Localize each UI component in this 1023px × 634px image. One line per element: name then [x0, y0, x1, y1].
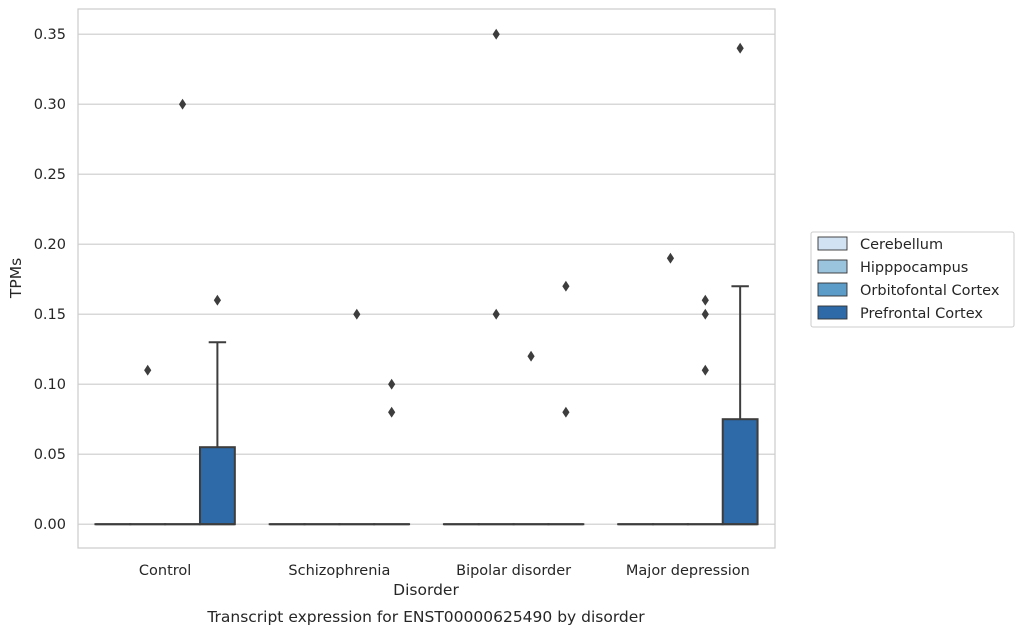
x-tick-label: Control	[139, 563, 191, 579]
outlier-point	[701, 294, 709, 306]
legend-swatch	[817, 236, 848, 251]
y-tick-label: 0.00	[34, 517, 66, 533]
legend-label: Orbitofontal Cortex	[860, 283, 1000, 299]
outlier-point	[562, 406, 570, 418]
plot-frame	[77, 8, 776, 549]
legend-label: Cerebellum	[860, 237, 943, 253]
outlier-point	[701, 308, 709, 320]
box	[373, 378, 411, 526]
legend-swatch	[817, 259, 848, 274]
box	[512, 350, 550, 526]
box	[547, 280, 585, 526]
outlier-point	[353, 308, 361, 320]
box	[164, 98, 201, 526]
legend-swatch	[817, 305, 848, 320]
x-axis-ticks: Control Schizophrenia Bipolar disorder Majo…	[139, 563, 750, 579]
box	[721, 42, 759, 526]
x-axis-label: Disorder	[393, 581, 459, 599]
box	[129, 364, 167, 526]
chart-caption: Transcript expression for ENST0000062549…	[206, 608, 645, 626]
y-tick-label: 0.30	[34, 97, 66, 113]
box	[477, 28, 515, 526]
y-tick-label: 0.05	[34, 447, 66, 463]
box	[198, 294, 236, 526]
outlier-point	[527, 350, 535, 362]
legend-label: Prefrontal Cortex	[860, 306, 983, 322]
y-axis-ticks: 0.00 0.05 0.10 0.15 0.20 0.25 0.30 0.35	[34, 27, 66, 533]
box	[338, 308, 376, 526]
outlier-point	[701, 364, 709, 376]
y-axis-label: TPMs	[7, 258, 25, 299]
outlier-point	[736, 42, 744, 54]
box	[652, 252, 689, 526]
outlier-point	[562, 280, 570, 292]
outlier-point	[492, 28, 500, 40]
legend-label: Hipppocampus	[860, 260, 968, 276]
box-body	[198, 446, 236, 526]
outlier-point	[388, 378, 396, 390]
outlier-point	[492, 308, 500, 320]
outlier-point	[178, 98, 187, 110]
outlier-point	[144, 364, 152, 376]
y-tick-label: 0.10	[34, 377, 66, 393]
outlier-point	[666, 252, 675, 264]
outlier-point	[388, 406, 396, 418]
y-tick-label: 0.20	[34, 237, 66, 253]
x-tick-label: Schizophrenia	[288, 563, 390, 579]
box	[686, 294, 724, 526]
legend-swatch	[817, 282, 848, 297]
x-tick-label: Major depression	[626, 563, 750, 579]
plot-marks	[94, 28, 759, 526]
y-tick-label: 0.25	[34, 167, 66, 183]
gridlines	[78, 33, 775, 525]
legend: Cerebellum Hipppocampus Orbitofontal Corte…	[810, 231, 1015, 328]
box-body	[721, 418, 759, 526]
outlier-point	[213, 294, 221, 306]
x-tick-label: Bipolar disorder	[456, 563, 571, 579]
y-tick-label: 0.15	[34, 307, 66, 323]
y-tick-label: 0.35	[34, 27, 66, 43]
legend-frame	[810, 231, 1015, 328]
